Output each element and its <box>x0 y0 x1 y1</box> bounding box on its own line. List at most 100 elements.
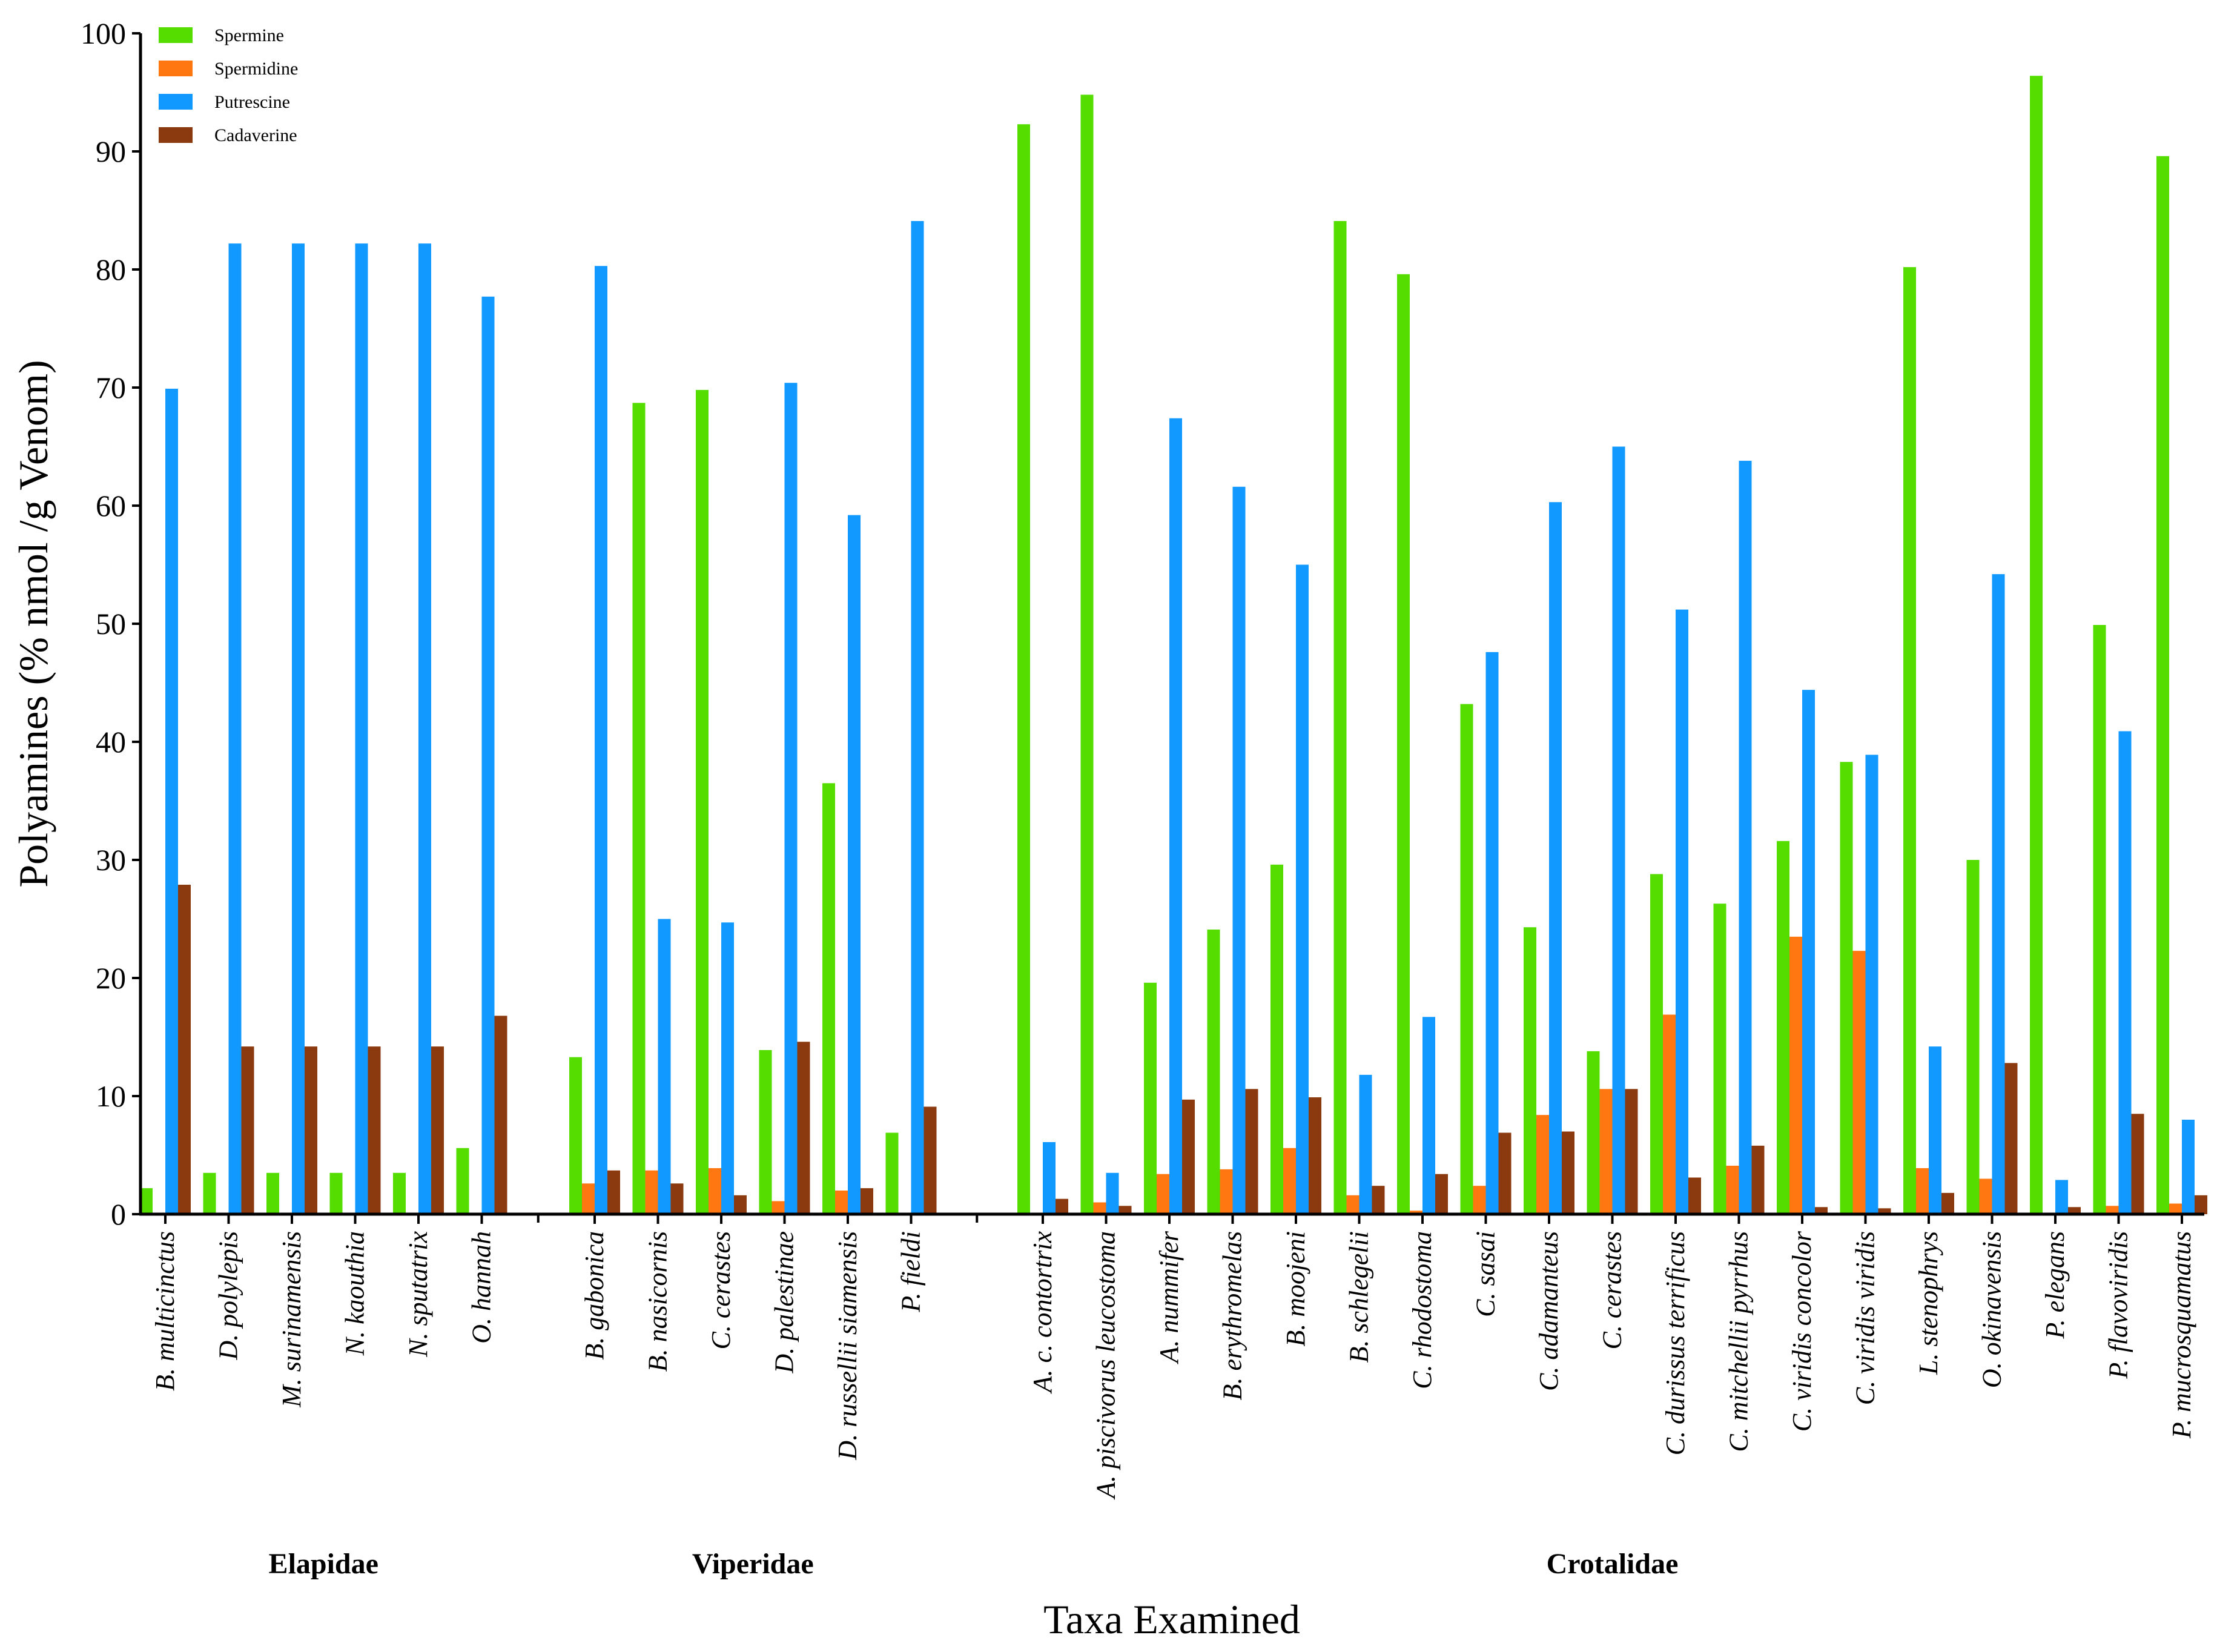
bar-cadaverine-p-elegans <box>2068 1207 2081 1214</box>
bar-spermidine-b-schlegelii <box>1346 1195 1360 1214</box>
bar-putrescine-p-flavoviridis <box>2118 731 2132 1214</box>
bar-putrescine-p-elegans <box>2055 1180 2068 1214</box>
bar-spermidine-b-moojeni <box>1283 1148 1296 1214</box>
bar-cadaverine-b-gabonica <box>607 1170 620 1214</box>
bar-putrescine-o-okinavensis <box>1992 574 2005 1214</box>
category-label-b-multicinctus-0: B. multicinctus <box>150 1231 180 1391</box>
y-tick-label-100: 100 <box>81 16 126 50</box>
bar-spermidine-c-rhodostoma <box>1410 1211 1422 1214</box>
bar-cadaverine-p-mucrosquamatus <box>2195 1195 2207 1214</box>
bar-spermidine-p-flavoviridis <box>2106 1206 2119 1214</box>
bar-spermine-p-flavoviridis <box>2093 625 2106 1214</box>
group-label-viperidae: Viperidae <box>692 1548 814 1580</box>
bar-putrescine-d-russellii-siamensis <box>848 515 861 1214</box>
bar-putrescine-a-c-contortrix <box>1043 1142 1056 1214</box>
y-tick-label-0: 0 <box>111 1197 126 1231</box>
category-label-d-palestinae-9: D. palestinae <box>770 1231 799 1374</box>
bar-cadaverine-o-okinavensis <box>2004 1063 2018 1214</box>
category-label-p-mucrosquamatus-30: P. mucrosquamatus <box>2167 1231 2196 1439</box>
y-tick-label-30: 30 <box>96 843 126 877</box>
bar-putrescine-c-sasai <box>1485 652 1499 1214</box>
category-label-b-erythromelas-15: B. erythromelas <box>1218 1231 1247 1400</box>
bar-spermidine-a-nummifer <box>1157 1174 1169 1214</box>
category-label-c-mitchellii-pyrrhus-23: C. mitchellii pyrrhus <box>1724 1231 1754 1452</box>
bar-cadaverine-b-erythromelas <box>1245 1089 1258 1214</box>
bar-spermine-d-polylepis <box>203 1172 216 1215</box>
bar-spermine-p-mucrosquamatus <box>2156 156 2169 1214</box>
bar-spermine-c-viridis-concolor <box>1777 841 1789 1214</box>
bar-cadaverine-c-viridis-viridis <box>1878 1208 1891 1215</box>
bar-spermine-l-stenophrys <box>1903 267 1916 1215</box>
bar-spermine-b-moojeni <box>1270 864 1283 1214</box>
y-tick-label-90: 90 <box>96 134 126 168</box>
category-label-p-fieldi-11: P. fieldi <box>896 1231 926 1313</box>
bar-spermine-c-rhodostoma <box>1397 274 1410 1214</box>
bar-cadaverine-c-cerastes <box>734 1195 747 1214</box>
category-label-c-cerastes-8: C. cerastes <box>706 1231 736 1350</box>
legend-label-spermine: Spermine <box>214 25 284 45</box>
category-label-b-nasicornis-7: B. nasicornis <box>643 1231 673 1372</box>
bar-cadaverine-c-cerastes <box>1625 1089 1638 1214</box>
bar-putrescine-c-adamanteus <box>1549 502 1562 1215</box>
bar-putrescine-b-multicinctus <box>165 388 178 1214</box>
bar-spermidine-c-cerastes <box>709 1168 721 1214</box>
bar-spermine-d-russellii-siamensis <box>822 783 835 1215</box>
bar-spermidine-p-mucrosquamatus <box>2169 1203 2182 1214</box>
bar-spermidine-o-okinavensis <box>1979 1178 1992 1214</box>
bar-cadaverine-c-sasai <box>1498 1132 1512 1214</box>
category-label-b-schlegelii-17: B. schlegelii <box>1344 1231 1374 1363</box>
bar-spermidine-a-piscivorus-leucostoma <box>1093 1202 1106 1214</box>
category-label-c-cerastes-21: C. cerastes <box>1597 1231 1627 1350</box>
bar-cadaverine-n-sputatrix <box>431 1046 444 1214</box>
bar-cadaverine-c-durissus-terrificus <box>1688 1177 1701 1214</box>
y-tick-label-40: 40 <box>96 725 126 759</box>
bar-cadaverine-c-adamanteus <box>1562 1131 1574 1214</box>
category-labels: B. multicinctus D. polylepis M. surinamens… <box>150 1231 2196 1500</box>
group-label-crotalidae: Crotalidae <box>1547 1548 1679 1580</box>
bar-putrescine-c-cerastes <box>721 922 734 1214</box>
bar-cadaverine-d-polylepis <box>241 1046 254 1214</box>
bar-spermine-c-mitchellii-pyrrhus <box>1713 904 1726 1214</box>
bar-putrescine-c-durissus-terrificus <box>1676 609 1688 1214</box>
category-label-p-flavoviridis-29: P. flavoviridis <box>2104 1231 2133 1379</box>
bar-spermine-b-multicinctus <box>140 1188 153 1214</box>
bar-cadaverine-l-stenophrys <box>1941 1192 1954 1214</box>
category-label-p-elegans-28: P. elegans <box>2040 1231 2070 1340</box>
bar-spermine-b-erythromelas <box>1207 930 1220 1214</box>
bar-spermine-c-adamanteus <box>1524 927 1536 1214</box>
bar-putrescine-b-nasicornis <box>658 919 671 1214</box>
y-tick-label-10: 10 <box>96 1079 126 1113</box>
bar-spermidine-d-russellii-siamensis <box>835 1191 848 1214</box>
bar-spermine-p-elegans <box>2030 76 2043 1215</box>
bar-spermine-b-schlegelii <box>1333 221 1347 1214</box>
bar-putrescine-c-mitchellii-pyrrhus <box>1739 460 1752 1214</box>
bar-cadaverine-d-russellii-siamensis <box>861 1188 873 1214</box>
bar-spermine-b-nasicornis <box>632 403 646 1214</box>
bar-putrescine-m-surinamensis <box>292 243 305 1215</box>
category-label-b-moojeni-16: B. moojeni <box>1281 1231 1310 1347</box>
bars-layer <box>140 76 2207 1215</box>
bar-cadaverine-b-multicinctus <box>178 885 191 1214</box>
y-tick-label-20: 20 <box>96 961 126 995</box>
category-label-d-russellii-siamensis-10: D. russellii siamensis <box>833 1231 862 1461</box>
y-ticks: 0 10 20 30 40 50 60 70 80 90 100 <box>81 16 140 1231</box>
y-axis-title: Polyamines (% nmol /g Venom) <box>10 360 56 887</box>
category-label-c-sasai-19: C. sasai <box>1471 1231 1501 1317</box>
bar-spermine-c-cerastes <box>1587 1051 1600 1214</box>
legend-label-spermidine: Spermidine <box>214 59 298 79</box>
bar-putrescine-c-viridis-concolor <box>1802 690 1815 1214</box>
bar-cadaverine-o-hannah <box>494 1016 507 1214</box>
bar-putrescine-b-schlegelii <box>1359 1074 1372 1214</box>
bar-spermine-c-durissus-terrificus <box>1650 874 1663 1214</box>
legend-swatch-putrescine <box>159 94 193 110</box>
bar-spermine-o-okinavensis <box>1966 860 1980 1214</box>
bar-spermidine-c-cerastes <box>1599 1089 1613 1214</box>
bar-cadaverine-b-moojeni <box>1309 1097 1321 1214</box>
y-tick-label-70: 70 <box>96 371 126 405</box>
category-label-a-nummifer-14: A. nummifer <box>1154 1231 1184 1364</box>
legend-swatch-cadaverine <box>159 127 193 143</box>
legend-label-cadaverine: Cadaverine <box>214 125 297 145</box>
y-tick-label-50: 50 <box>96 607 126 641</box>
category-label-b-gabonica-6: B. gabonica <box>580 1231 609 1360</box>
